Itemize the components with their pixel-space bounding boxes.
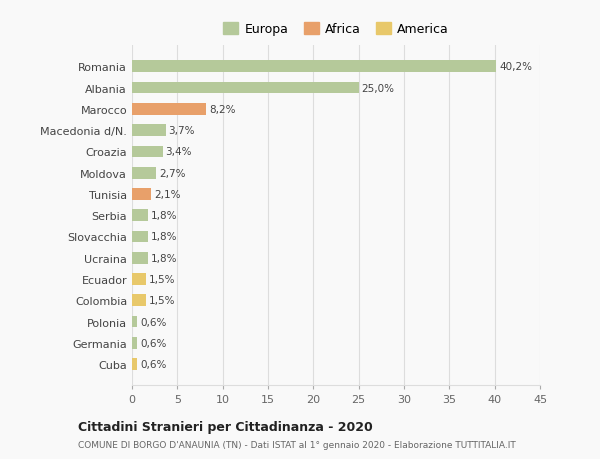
Bar xyxy=(132,337,137,349)
Bar xyxy=(132,83,359,94)
Text: 1,8%: 1,8% xyxy=(151,232,178,242)
Legend: Europa, Africa, America: Europa, Africa, America xyxy=(218,18,454,41)
Text: 1,5%: 1,5% xyxy=(148,274,175,285)
Bar xyxy=(132,210,148,222)
Text: 2,1%: 2,1% xyxy=(154,190,180,200)
Bar xyxy=(132,316,137,328)
Bar xyxy=(132,274,146,285)
Text: 0,6%: 0,6% xyxy=(140,359,167,369)
Bar xyxy=(132,168,157,179)
Bar xyxy=(132,125,166,137)
Text: Cittadini Stranieri per Cittadinanza - 2020: Cittadini Stranieri per Cittadinanza - 2… xyxy=(78,420,373,433)
Bar xyxy=(132,189,151,200)
Text: 40,2%: 40,2% xyxy=(499,62,532,72)
Text: 3,4%: 3,4% xyxy=(166,147,192,157)
Text: 0,6%: 0,6% xyxy=(140,338,167,348)
Bar xyxy=(132,252,148,264)
Bar xyxy=(132,295,146,307)
Bar xyxy=(132,146,163,158)
Text: 1,8%: 1,8% xyxy=(151,253,178,263)
Text: 1,5%: 1,5% xyxy=(148,296,175,306)
Text: 25,0%: 25,0% xyxy=(361,84,394,93)
Text: COMUNE DI BORGO D'ANAUNIA (TN) - Dati ISTAT al 1° gennaio 2020 - Elaborazione TU: COMUNE DI BORGO D'ANAUNIA (TN) - Dati IS… xyxy=(78,440,516,449)
Text: 8,2%: 8,2% xyxy=(209,105,236,115)
Bar xyxy=(132,358,137,370)
Bar xyxy=(132,104,206,116)
Text: 3,7%: 3,7% xyxy=(168,126,195,136)
Bar xyxy=(132,62,496,73)
Bar xyxy=(132,231,148,243)
Text: 1,8%: 1,8% xyxy=(151,211,178,221)
Text: 0,6%: 0,6% xyxy=(140,317,167,327)
Text: 2,7%: 2,7% xyxy=(159,168,186,178)
